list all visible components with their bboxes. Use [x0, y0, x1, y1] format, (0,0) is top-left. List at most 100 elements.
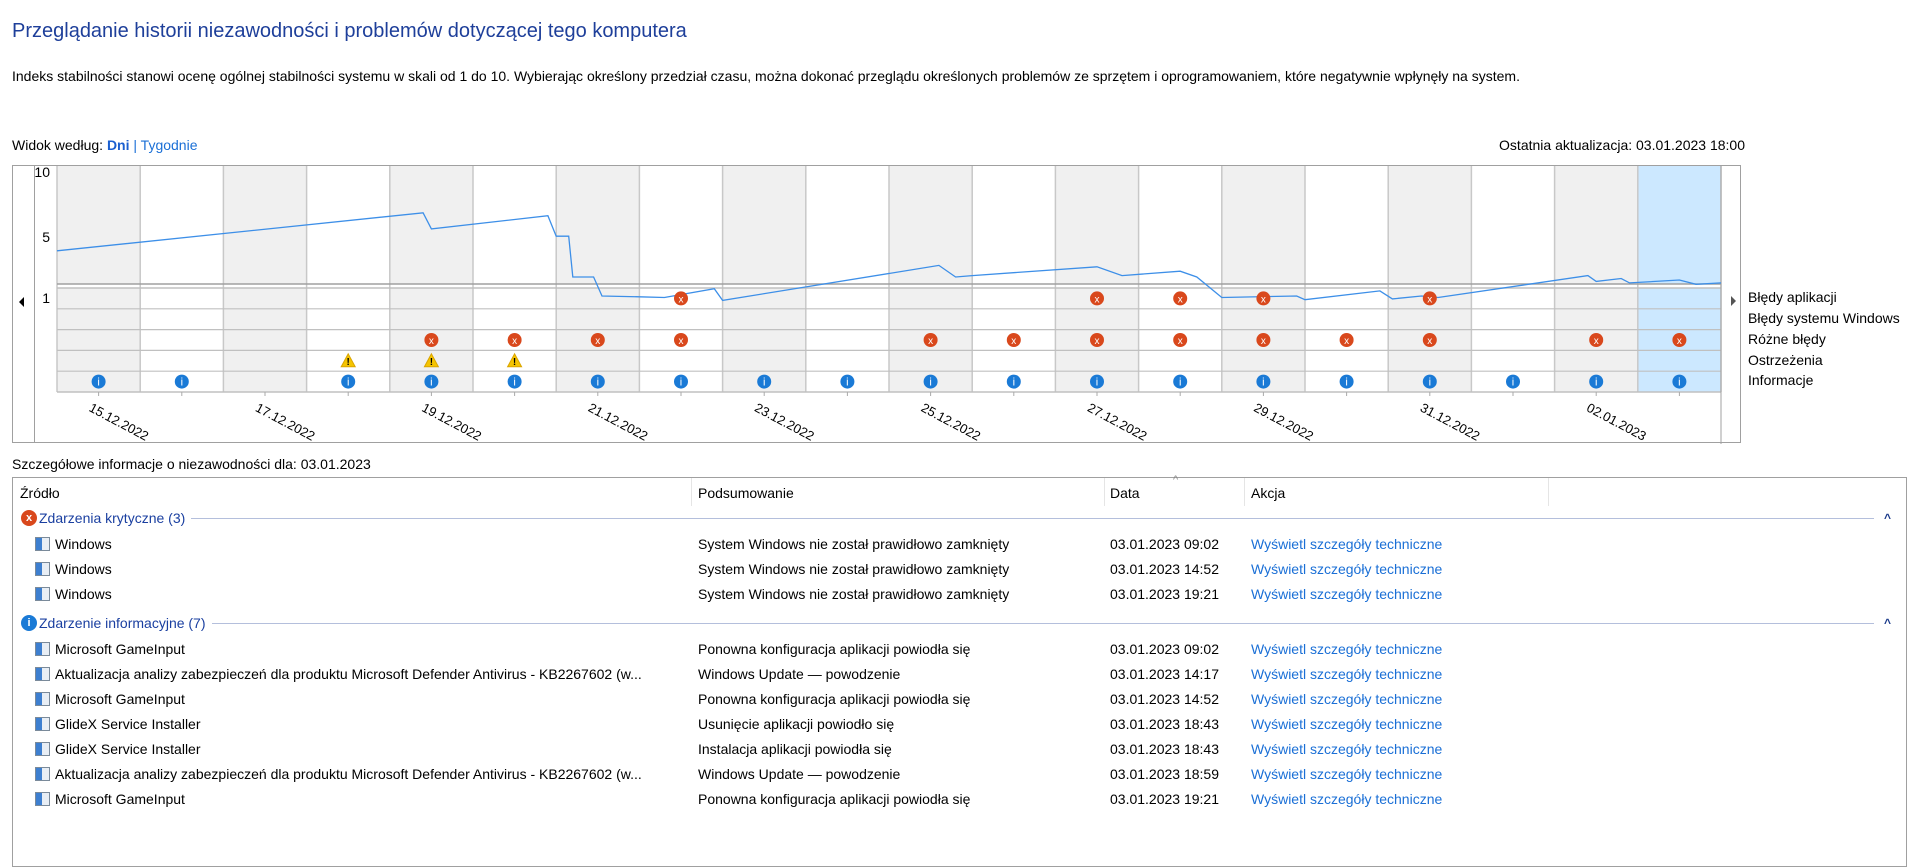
day-column[interactable] [722, 166, 806, 284]
info-icon[interactable] [1006, 374, 1021, 389]
day-column[interactable] [306, 166, 390, 284]
error-icon[interactable] [1256, 291, 1271, 306]
table-row[interactable]: Windows System Windows nie został prawid… [13, 584, 1893, 606]
error-icon[interactable] [923, 333, 938, 347]
table-row[interactable]: GlideX Service Installer Usunięcie aplik… [13, 714, 1893, 736]
error-icon[interactable] [1173, 291, 1188, 306]
day-column[interactable] [1138, 166, 1222, 284]
table-row[interactable]: Aktualizacja analizy zabezpieczeń dla pr… [13, 764, 1893, 786]
info-icon[interactable] [1339, 374, 1354, 389]
column-separator[interactable] [1548, 478, 1549, 506]
column-header-date[interactable]: Data [1110, 485, 1140, 501]
day-column[interactable] [1305, 166, 1389, 284]
error-icon[interactable] [1339, 333, 1354, 347]
table-row[interactable]: Windows System Windows nie został prawid… [13, 534, 1893, 556]
error-icon[interactable] [507, 333, 522, 347]
day-column[interactable] [223, 166, 307, 284]
error-icon[interactable] [1090, 333, 1104, 347]
day-column[interactable] [805, 166, 889, 284]
day-column[interactable] [972, 166, 1056, 284]
scroll-left-arrow-icon[interactable] [19, 297, 24, 307]
error-icon[interactable] [1589, 333, 1604, 347]
info-icon[interactable] [840, 374, 855, 389]
error-icon[interactable] [1090, 291, 1104, 306]
info-icon[interactable] [424, 374, 439, 389]
day-column[interactable] [1554, 166, 1638, 284]
error-icon[interactable] [1256, 333, 1271, 347]
column-separator[interactable] [691, 478, 692, 506]
scroll-right-arrow-icon[interactable] [1731, 296, 1736, 306]
info-icon[interactable] [757, 374, 772, 389]
day-column[interactable] [389, 166, 473, 284]
view-technical-details-link[interactable]: Wyświetl szczegóły techniczne [1251, 641, 1443, 657]
error-icon[interactable] [674, 291, 688, 306]
day-column[interactable] [1221, 166, 1305, 284]
day-column[interactable] [57, 166, 141, 284]
column-header-summary[interactable]: Podsumowanie [698, 485, 794, 501]
view-weeks-link[interactable]: Tygodnie [140, 137, 198, 153]
info-icon[interactable] [1422, 374, 1437, 389]
view-technical-details-link[interactable]: Wyświetl szczegóły techniczne [1251, 561, 1443, 577]
table-row[interactable]: Aktualizacja analizy zabezpieczeń dla pr… [13, 664, 1893, 686]
day-column[interactable] [140, 166, 224, 284]
day-column[interactable] [1055, 166, 1139, 284]
column-separator[interactable] [1104, 478, 1105, 506]
info-icon[interactable] [1173, 374, 1188, 389]
table-row[interactable]: Microsoft GameInput Ponowna konfiguracja… [13, 639, 1893, 661]
info-icon[interactable] [674, 374, 688, 389]
warning-icon[interactable] [506, 352, 523, 368]
error-icon[interactable] [1422, 333, 1437, 347]
warning-icon[interactable] [340, 352, 357, 368]
group-header-info[interactable]: i Zdarzenie informacyjne (7) ^ [21, 613, 1891, 633]
column-separator[interactable] [1244, 478, 1245, 506]
view-technical-details-link[interactable]: Wyświetl szczegóły techniczne [1251, 691, 1443, 707]
view-technical-details-link[interactable]: Wyświetl szczegóły techniczne [1251, 791, 1443, 807]
error-icon[interactable] [424, 333, 439, 347]
table-row[interactable]: Microsoft GameInput Ponowna konfiguracja… [13, 789, 1893, 811]
info-icon[interactable] [923, 374, 938, 389]
collapse-chevron-icon[interactable]: ^ [1883, 616, 1891, 630]
day-column[interactable] [889, 166, 973, 284]
day-column[interactable] [1388, 166, 1472, 284]
info-icon[interactable] [1090, 374, 1104, 389]
error-icon[interactable] [590, 333, 605, 347]
day-column-events[interactable] [223, 288, 307, 392]
column-header-action[interactable]: Akcja [1251, 485, 1286, 501]
day-column[interactable] [1637, 166, 1721, 284]
view-technical-details-link[interactable]: Wyświetl szczegóły techniczne [1251, 586, 1443, 602]
info-icon[interactable] [507, 374, 522, 389]
error-icon[interactable] [674, 333, 688, 347]
info-icon[interactable] [1256, 374, 1271, 389]
info-icon[interactable] [590, 374, 605, 389]
group-header-critical[interactable]: x Zdarzenia krytyczne (3) ^ [21, 508, 1891, 528]
y-tick-10: 10 [34, 164, 50, 180]
view-technical-details-link[interactable]: Wyświetl szczegóły techniczne [1251, 766, 1443, 782]
view-technical-details-link[interactable]: Wyświetl szczegóły techniczne [1251, 666, 1443, 682]
warning-icon[interactable] [423, 352, 440, 368]
info-icon[interactable] [174, 374, 189, 389]
view-technical-details-link[interactable]: Wyświetl szczegóły techniczne [1251, 536, 1443, 552]
table-row[interactable]: Microsoft GameInput Ponowna konfiguracja… [13, 689, 1893, 711]
view-technical-details-link[interactable]: Wyświetl szczegóły techniczne [1251, 716, 1443, 732]
table-row[interactable]: Windows System Windows nie został prawid… [13, 559, 1893, 581]
view-technical-details-link[interactable]: Wyświetl szczegóły techniczne [1251, 741, 1443, 757]
error-icon[interactable] [1173, 333, 1188, 347]
day-column[interactable] [473, 166, 557, 284]
day-column[interactable] [556, 166, 640, 284]
collapse-chevron-icon[interactable]: ^ [1883, 511, 1891, 525]
view-days-link[interactable]: Dni [106, 137, 130, 153]
day-column[interactable] [1471, 166, 1555, 284]
info-icon[interactable] [91, 374, 106, 389]
day-column[interactable] [639, 166, 723, 284]
error-icon[interactable] [1672, 333, 1687, 347]
info-icon[interactable] [341, 374, 356, 389]
info-icon[interactable] [1589, 374, 1604, 389]
error-icon[interactable] [1422, 291, 1437, 306]
chart-canvas[interactable]: x x x x x x x x x x x x x x x x x x!! ! i i i i i i i i i i i i i i i i i i i… [13, 166, 1742, 444]
info-icon[interactable] [1672, 374, 1687, 389]
column-header-source[interactable]: Źródło [20, 485, 60, 501]
error-icon[interactable] [1006, 333, 1021, 347]
table-row[interactable]: GlideX Service Installer Instalacja apli… [13, 739, 1893, 761]
reliability-chart[interactable]: x x x x x x x x x x x x x x x x x x!!! i i i i i i i i i i i i i i i i i i i… [12, 164, 1742, 444]
info-icon[interactable] [1506, 374, 1520, 389]
